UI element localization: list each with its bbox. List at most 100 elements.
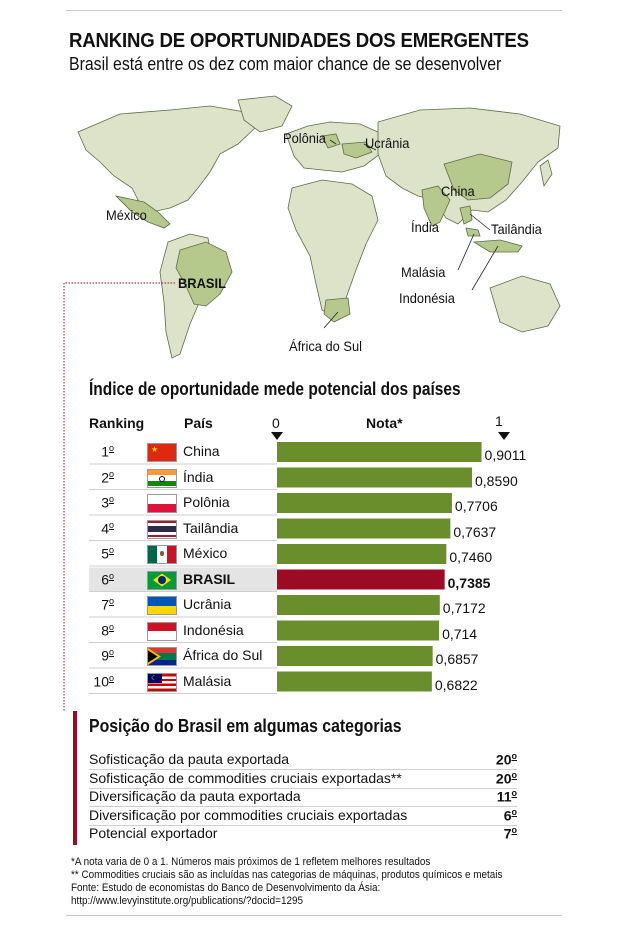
note-1: *A nota varia de 0 a 1. Números mais pró… <box>71 856 431 868</box>
map-label-tailandia: Tailândia <box>491 221 542 237</box>
chart-title: Índice de oportunidade mede potencial do… <box>89 379 461 399</box>
australia-shape <box>489 275 561 333</box>
map-label-africa-do-sul: África do Sul <box>289 338 363 354</box>
thailand-shape <box>459 205 473 225</box>
rank-number: 10 <box>93 673 109 690</box>
country-label: Índia <box>183 468 214 485</box>
top-rule <box>66 10 562 11</box>
bar-2 <box>277 467 472 488</box>
bar-5 <box>277 544 447 564</box>
leader-malaysia <box>457 233 475 271</box>
bar-7 <box>277 595 440 615</box>
rank-ordinal: o <box>108 596 114 606</box>
value-label: 0,7637 <box>453 523 497 540</box>
category-position-number: 20 <box>495 770 512 787</box>
map-label-china: China <box>441 183 475 199</box>
rank-ordinal: o <box>108 443 114 453</box>
flag-icon: ★ <box>147 443 177 462</box>
flag-icon <box>147 468 177 488</box>
country-label: BRASIL <box>183 570 236 587</box>
header-nota: Nota* <box>366 415 403 431</box>
value-label: 0,8590 <box>474 472 518 489</box>
value-label: 0,714 <box>442 625 478 642</box>
rank-ordinal: o <box>108 672 114 683</box>
leader-south-africa <box>323 311 339 329</box>
china-shape <box>443 153 513 201</box>
axis-min-marker <box>271 432 283 440</box>
ukraine-shape <box>341 141 373 159</box>
flag-icon <box>147 621 177 641</box>
leader-ukraine <box>363 143 377 151</box>
category-position-ordinal: o <box>511 788 518 798</box>
rank-number: 3 <box>101 494 109 511</box>
rank-number: 5 <box>101 545 109 562</box>
category-row: Diversificação da pauta exportada 11o <box>89 788 517 807</box>
rank-ordinal: o <box>108 468 114 479</box>
category-position-ordinal: o <box>511 751 518 761</box>
rank-ordinal: o <box>108 545 114 555</box>
page-subtitle: Brasil está entre os dez com maior chanc… <box>69 54 502 74</box>
rank-ordinal: o <box>108 647 114 657</box>
north-america-shape <box>77 105 256 213</box>
map-label-mexico: México <box>106 207 147 223</box>
flag-icon <box>147 545 177 564</box>
map-label-malasia: Malásia <box>401 264 446 280</box>
world-map <box>77 95 561 359</box>
rank-ordinal: o <box>108 621 114 632</box>
map-label-polonia: Polônia <box>283 130 326 146</box>
map-label-brasil: BRASIL <box>178 275 226 291</box>
rank-number: 8 <box>101 622 109 639</box>
flag-icon <box>147 596 177 615</box>
country-label: Tailândia <box>183 519 239 536</box>
flag-icon <box>147 519 177 539</box>
category-position: 20o <box>496 751 517 768</box>
rank-ordinal: o <box>108 570 114 581</box>
greenland-shape <box>237 95 293 133</box>
rank-number: 6 <box>101 571 109 588</box>
leader-thailand <box>469 213 491 231</box>
rank-number: 4 <box>101 520 109 537</box>
rank-number: 7 <box>101 596 109 613</box>
europe-shape <box>285 121 381 173</box>
axis-min-label: 0 <box>272 415 280 431</box>
category-label: Potencial exportador <box>89 825 218 841</box>
country-label: Ucrânia <box>183 596 232 612</box>
category-position: 20o <box>496 770 517 787</box>
rank-label: 2o <box>84 469 114 486</box>
categories-title: Posição do Brasil em algumas categorias <box>89 716 402 736</box>
rank-label: 8o <box>84 622 114 639</box>
country-label: China <box>183 443 220 459</box>
bar-1 <box>277 442 482 462</box>
value-label: 0,6857 <box>435 651 479 667</box>
category-position-number: 20 <box>495 751 512 768</box>
map-label-ucrania: Ucrânia <box>365 135 410 151</box>
brasil-shape <box>175 241 233 307</box>
value-label: 0,9011 <box>484 447 527 463</box>
map-label-indonesia: Indonésia <box>399 290 455 306</box>
malaysia-shape <box>465 227 481 237</box>
note-source: Fonte: Estudo de economistas do Banco de… <box>71 882 381 894</box>
leader-indonesia <box>471 245 499 291</box>
bar-10 <box>277 671 432 692</box>
rank-label: 3o <box>84 494 114 511</box>
country-label: Malásia <box>183 672 232 689</box>
category-position: 6o <box>504 807 517 824</box>
categories-accent-bar <box>73 711 77 845</box>
mexico-shape <box>114 195 171 229</box>
rank-label: 7o <box>84 596 114 613</box>
header-pais: País <box>184 415 213 431</box>
flag-icon <box>147 494 177 513</box>
bar-8 <box>277 620 440 641</box>
south-africa-shape <box>323 297 351 323</box>
category-position-ordinal: o <box>511 825 518 835</box>
category-position: 7o <box>504 825 517 842</box>
bar-3 <box>277 493 452 513</box>
value-label: 0,7385 <box>447 574 491 591</box>
rank-label: 6o <box>84 571 114 588</box>
category-position-ordinal: o <box>511 806 518 817</box>
category-position-number: 6 <box>503 807 512 824</box>
value-label: 0,7460 <box>449 549 493 565</box>
note-url: http://www.levyinstitute.org/publication… <box>71 895 303 907</box>
axis-max-label: 1 <box>495 413 503 429</box>
category-label: Diversificação por commodities cruciais … <box>89 806 408 823</box>
